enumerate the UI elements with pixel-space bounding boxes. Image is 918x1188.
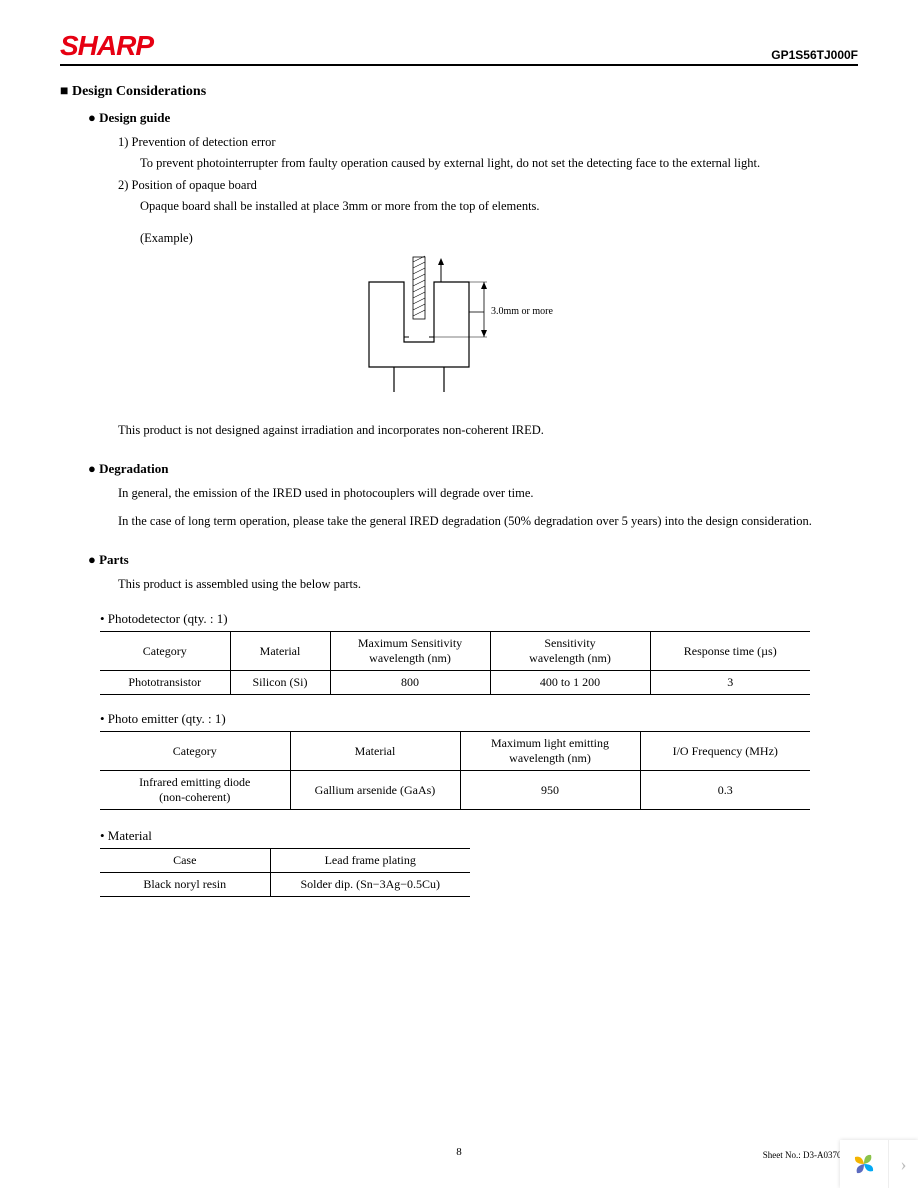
page-number: 8 (456, 1146, 462, 1158)
table-header: Material (230, 632, 330, 671)
page-header: SHARP GP1S56TJ000F (60, 30, 858, 66)
design-guide-title: Design guide (88, 110, 858, 126)
design-guide-item1-body: To prevent photointerrupter from faulty … (140, 153, 858, 174)
table-header: Maximum light emittingwavelength (nm) (460, 732, 640, 771)
table-header: Maximum Sensitivitywavelength (nm) (330, 632, 490, 671)
table-header: Category (100, 632, 230, 671)
table-row: Black noryl resinSolder dip. (Sn−3Ag−0.5… (100, 873, 470, 897)
design-guide-item1-label: 1) Prevention of detection error (118, 132, 858, 153)
diagram-svg: 3.0mm or more (349, 252, 569, 402)
opaque-board-diagram: 3.0mm or more (60, 252, 858, 402)
table-cell: 3 (650, 671, 810, 695)
widget-next-arrow[interactable]: › (888, 1140, 918, 1188)
table-header: Sensitivitywavelength (nm) (490, 632, 650, 671)
degradation-line1: In general, the emission of the IRED use… (118, 483, 858, 504)
table-header: Case (100, 849, 270, 873)
design-guide-item2-label: 2) Position of opaque board (118, 175, 858, 196)
photodetector-table: CategoryMaterialMaximum Sensitivitywavel… (100, 631, 810, 695)
table-header: Category (100, 732, 290, 771)
material-caption: • Material (100, 828, 858, 844)
example-label: (Example) (140, 231, 858, 246)
page: SHARP GP1S56TJ000F Design Considerations… (0, 0, 918, 1188)
table-row: Infrared emitting diode(non-coherent)Gal… (100, 771, 810, 810)
photodetector-caption: • Photodetector (qty. : 1) (100, 611, 858, 627)
table-cell: Silicon (Si) (230, 671, 330, 695)
material-table: CaseLead frame platingBlack noryl resinS… (100, 848, 470, 897)
table-cell: Infrared emitting diode(non-coherent) (100, 771, 290, 810)
parts-title: Parts (88, 552, 858, 568)
table-cell: 950 (460, 771, 640, 810)
part-number: GP1S56TJ000F (771, 48, 858, 62)
table-cell: 0.3 (640, 771, 810, 810)
corner-widget[interactable]: › (840, 1140, 918, 1188)
design-guide-item2-body: Opaque board shall be installed at place… (140, 196, 858, 217)
table-cell: Phototransistor (100, 671, 230, 695)
degradation-title: Degradation (88, 461, 858, 477)
table-header: Response time (µs) (650, 632, 810, 671)
table-header: I/O Frequency (MHz) (640, 732, 810, 771)
diagram-annotation: 3.0mm or more (491, 306, 553, 317)
design-guide-note: This product is not designed against irr… (118, 420, 858, 441)
table-row: PhototransistorSilicon (Si)800400 to 1 2… (100, 671, 810, 695)
table-cell: Gallium arsenide (GaAs) (290, 771, 460, 810)
table-header: Material (290, 732, 460, 771)
table-cell: Black noryl resin (100, 873, 270, 897)
table-cell: 400 to 1 200 (490, 671, 650, 695)
widget-logo-icon[interactable] (840, 1140, 888, 1188)
degradation-line2: In the case of long term operation, plea… (118, 511, 858, 532)
section-title: Design Considerations (60, 84, 858, 100)
photoemitter-table: CategoryMaterialMaximum light emittingwa… (100, 731, 810, 810)
table-header: Lead frame plating (270, 849, 470, 873)
table-cell: Solder dip. (Sn−3Ag−0.5Cu) (270, 873, 470, 897)
sharp-logo: SHARP (60, 30, 153, 62)
parts-intro: This product is assembled using the belo… (118, 574, 858, 595)
table-cell: 800 (330, 671, 490, 695)
photoemitter-caption: • Photo emitter (qty. : 1) (100, 711, 858, 727)
